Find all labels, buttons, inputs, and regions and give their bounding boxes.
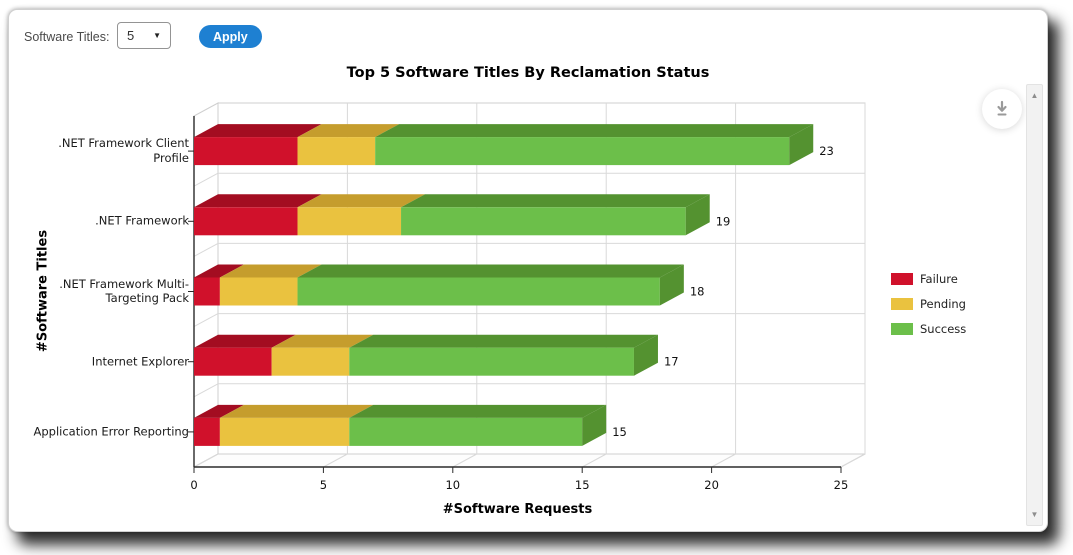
bar-segment-top — [271, 334, 374, 348]
bar-segment-failure[interactable] — [194, 417, 220, 446]
bar-segment-success[interactable] — [401, 207, 686, 236]
legend-swatch — [891, 323, 913, 335]
axis-text: 25 — [834, 478, 849, 492]
category-label: .NET Framework — [95, 213, 189, 228]
x-axis-title: #Software Requests — [442, 502, 593, 517]
bar-segment-pending[interactable] — [271, 347, 350, 376]
category-label: Application Error Reporting — [33, 424, 189, 439]
download-icon — [997, 100, 1007, 116]
bar-segment-failure[interactable] — [194, 277, 220, 306]
gridline-connector — [193, 383, 219, 398]
legend-item-success[interactable]: Success — [891, 322, 966, 336]
legend-label: Pending — [920, 297, 966, 311]
category-label: .NET Framework Multi-Targeting Pack — [59, 276, 189, 306]
bar-segment-top — [349, 334, 658, 348]
bar-segment-failure[interactable] — [194, 207, 298, 236]
legend-swatch — [891, 273, 913, 285]
legend-swatch — [891, 298, 913, 310]
gridline-connector — [581, 453, 607, 468]
gridline-connector — [840, 453, 866, 468]
select-value: 5 — [127, 28, 135, 43]
scroll-down-icon[interactable]: ▼ — [1030, 510, 1039, 519]
bar-segment-top — [194, 404, 244, 418]
axis-text: 15 — [575, 478, 590, 492]
chevron-down-icon: ▼ — [153, 31, 161, 40]
bar-end-cap — [659, 264, 684, 306]
bar-end-cap — [685, 194, 710, 236]
bar-end-cap — [582, 404, 607, 446]
bar-segment-success[interactable] — [297, 277, 660, 306]
gridline-connector — [193, 242, 219, 257]
bar-segment-pending[interactable] — [219, 277, 298, 306]
bar-end-cap — [633, 334, 658, 376]
axis-text: 19 — [716, 214, 731, 228]
bar-segment-top — [194, 264, 244, 278]
bar-segment-top — [194, 124, 322, 138]
gridline-connector — [323, 453, 348, 468]
axis-text: 10 — [445, 478, 460, 492]
bar-segment-failure[interactable] — [194, 137, 298, 166]
bar-segment-pending[interactable] — [219, 417, 350, 446]
legend-label: Success — [920, 322, 967, 336]
bar-segment-top — [349, 404, 607, 418]
bar-segment-top — [297, 124, 400, 138]
axis-text: 15 — [612, 425, 627, 439]
bar-segment-success[interactable] — [349, 347, 634, 376]
axis-text: 23 — [819, 144, 834, 158]
bar-segment-pending[interactable] — [297, 207, 402, 236]
axis-text: 20 — [704, 478, 719, 492]
bar-segment-failure[interactable] — [194, 347, 272, 376]
bar-end-cap — [789, 124, 814, 166]
bar-segment-top — [375, 124, 814, 138]
legend-item-pending[interactable]: Pending — [891, 297, 966, 311]
gridline-connector — [452, 453, 478, 468]
chart-title: Top 5 Software Titles By Reclamation Sta… — [346, 65, 710, 81]
bar-segment-top — [194, 334, 296, 348]
gridline-connector — [193, 313, 219, 328]
axis-text: 18 — [690, 285, 705, 299]
software-titles-label: Software Titles: — [24, 30, 110, 44]
download-button[interactable] — [982, 89, 1022, 129]
bar-segment-top — [219, 404, 374, 418]
legend-item-failure[interactable]: Failure — [891, 272, 966, 286]
axis-text: 0 — [190, 478, 197, 492]
legend: Failure Pending Success — [891, 272, 966, 347]
gridline-connector — [193, 453, 219, 468]
gridline-connector — [711, 453, 736, 468]
axis-text: 5 — [320, 478, 327, 492]
axis-text: 17 — [664, 355, 679, 369]
chart-canvas: 0 5 10 15 20 25 23 19 18 17 15 — [188, 102, 866, 492]
bar-segment-top — [401, 194, 710, 208]
category-label: .NET Framework Client Profile — [58, 136, 189, 166]
scroll-up-icon[interactable]: ▲ — [1030, 91, 1039, 100]
gridline-connector — [193, 172, 219, 187]
bar-segment-top — [297, 194, 426, 208]
bar-segment-top — [219, 264, 322, 278]
category-label: Internet Explorer — [91, 354, 189, 369]
chart-panel: Software Titles: 5 ▼ Apply Top 5 Softwar… — [8, 9, 1048, 532]
bar-segment-top — [194, 194, 322, 208]
bar-segment-success[interactable] — [375, 137, 790, 166]
apply-button[interactable]: Apply — [199, 25, 262, 48]
legend-label: Failure — [920, 272, 958, 286]
bar-segment-top — [297, 264, 684, 278]
plot-floor — [193, 453, 866, 468]
bar-segment-pending[interactable] — [297, 137, 376, 166]
vertical-scrollbar[interactable]: ▲ ▼ — [1026, 84, 1043, 526]
software-titles-select[interactable]: 5 ▼ — [117, 22, 171, 49]
bar-segment-success[interactable] — [349, 417, 583, 446]
